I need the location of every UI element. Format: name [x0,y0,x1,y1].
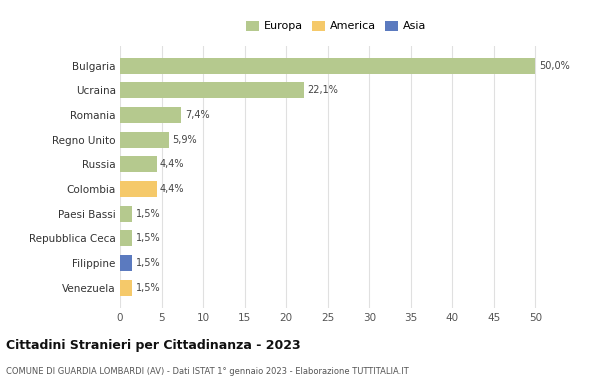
Text: 1,5%: 1,5% [136,258,160,268]
Bar [120,57,535,74]
Bar [120,131,169,148]
Text: 50,0%: 50,0% [539,60,569,71]
Bar [120,156,157,173]
Text: 4,4%: 4,4% [160,184,184,194]
Bar [120,107,181,123]
Text: Cittadini Stranieri per Cittadinanza - 2023: Cittadini Stranieri per Cittadinanza - 2… [6,339,301,352]
Text: 1,5%: 1,5% [136,233,160,244]
Bar [120,280,133,296]
Text: 1,5%: 1,5% [136,283,160,293]
Text: 5,9%: 5,9% [172,135,197,145]
Bar [120,255,133,271]
Text: 22,1%: 22,1% [307,85,338,95]
Text: 7,4%: 7,4% [185,110,209,120]
Text: 1,5%: 1,5% [136,209,160,219]
Text: COMUNE DI GUARDIA LOMBARDI (AV) - Dati ISTAT 1° gennaio 2023 - Elaborazione TUTT: COMUNE DI GUARDIA LOMBARDI (AV) - Dati I… [6,367,409,376]
Bar [120,206,133,222]
Bar [120,181,157,197]
Bar [120,230,133,247]
Legend: Europa, America, Asia: Europa, America, Asia [243,17,429,35]
Bar [120,82,304,98]
Text: 4,4%: 4,4% [160,159,184,169]
